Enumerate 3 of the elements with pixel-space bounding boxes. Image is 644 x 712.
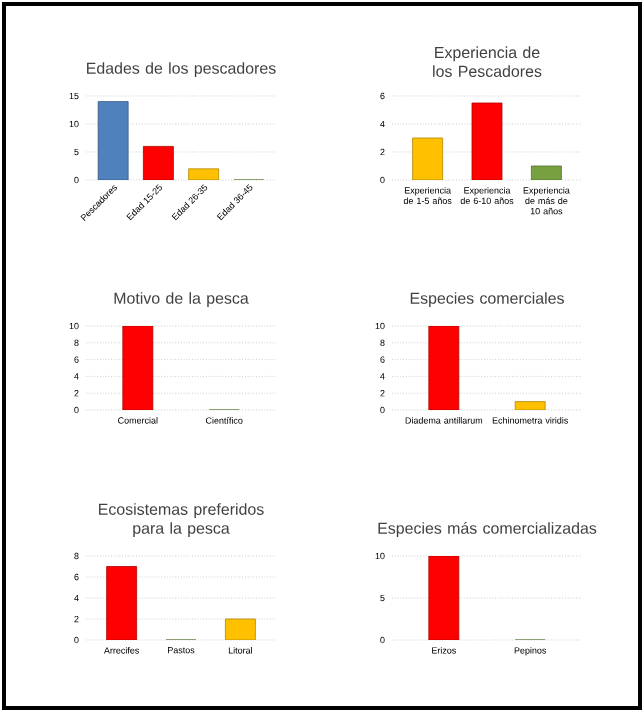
bar xyxy=(412,137,444,180)
bar xyxy=(188,168,220,180)
bar xyxy=(530,165,562,180)
